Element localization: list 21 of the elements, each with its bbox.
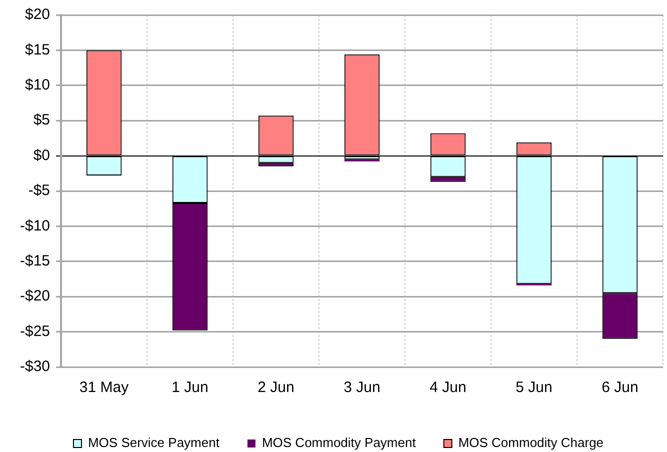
y-tick-label: $20 [24,6,50,24]
y-tick-label: -$30 [20,358,50,376]
y-tick-label: -$20 [20,288,50,305]
y-tick-label: $5 [33,112,50,129]
legend-label: MOS Commodity Charge [458,435,604,450]
y-tick-label: $15 [24,41,50,58]
legend-label: MOS Commodity Payment [262,435,416,450]
x-tick-label: 3 Jun [344,379,380,396]
y-tick-label: -$15 [20,252,50,270]
y-tick-label: -$25 [20,322,50,340]
y-tick-label: -$5 [28,182,50,200]
y-tick-label: $10 [24,76,50,94]
x-tick-label: 5 Jun [516,379,552,396]
y-tick-label: -$10 [20,217,50,234]
x-tick-label: 6 Jun [602,379,638,396]
x-tick-label: 4 Jun [430,379,466,396]
x-tick-label: 1 Jun [172,379,208,396]
y-tick-label: $0 [33,146,50,164]
x-tick-label: 31 May [79,379,130,396]
x-tick-label: 2 Jun [258,379,294,396]
legend-label: MOS Service Payment [88,435,220,450]
